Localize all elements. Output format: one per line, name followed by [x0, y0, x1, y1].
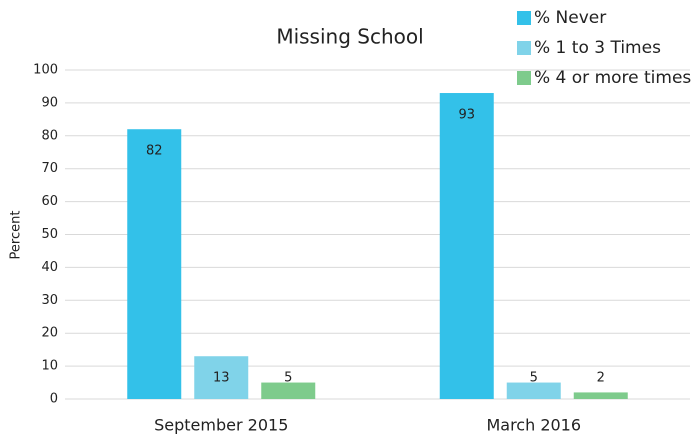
legend-label: % Never	[534, 8, 606, 28]
y-axis-label: Percent	[9, 211, 24, 260]
legend-label: % 1 to 3 Times	[534, 38, 661, 58]
legend-swatch	[517, 11, 531, 25]
bar	[439, 93, 494, 399]
data-label: 82	[146, 144, 163, 159]
y-tick-label: 10	[41, 359, 58, 374]
y-tick-label: 70	[41, 161, 58, 176]
bar	[194, 356, 249, 399]
y-tick-label: 100	[33, 63, 58, 78]
y-tick-label: 30	[41, 293, 58, 308]
x-tick-label: September 2015	[154, 416, 288, 435]
bar	[127, 129, 182, 399]
legend-swatch	[517, 41, 531, 55]
data-label: 93	[458, 108, 475, 123]
data-label: 2	[597, 371, 605, 386]
legend-swatch	[517, 71, 531, 85]
y-tick-label: 60	[41, 194, 58, 209]
chart-title: Missing School	[276, 25, 423, 49]
y-tick-label: 0	[50, 392, 58, 407]
bar	[506, 382, 561, 399]
y-tick-label: 80	[41, 128, 58, 143]
legend-label: % 4 or more times	[534, 68, 691, 88]
y-tick-label: 90	[41, 95, 58, 110]
bar	[261, 382, 316, 399]
y-tick-label: 20	[41, 326, 58, 341]
data-label: 5	[530, 371, 538, 386]
bar	[573, 392, 628, 399]
x-tick-label: March 2016	[486, 416, 581, 435]
y-tick-label: 40	[41, 260, 58, 275]
data-label: 5	[284, 371, 292, 386]
data-label: 13	[213, 371, 230, 386]
y-tick-label: 50	[41, 227, 58, 242]
